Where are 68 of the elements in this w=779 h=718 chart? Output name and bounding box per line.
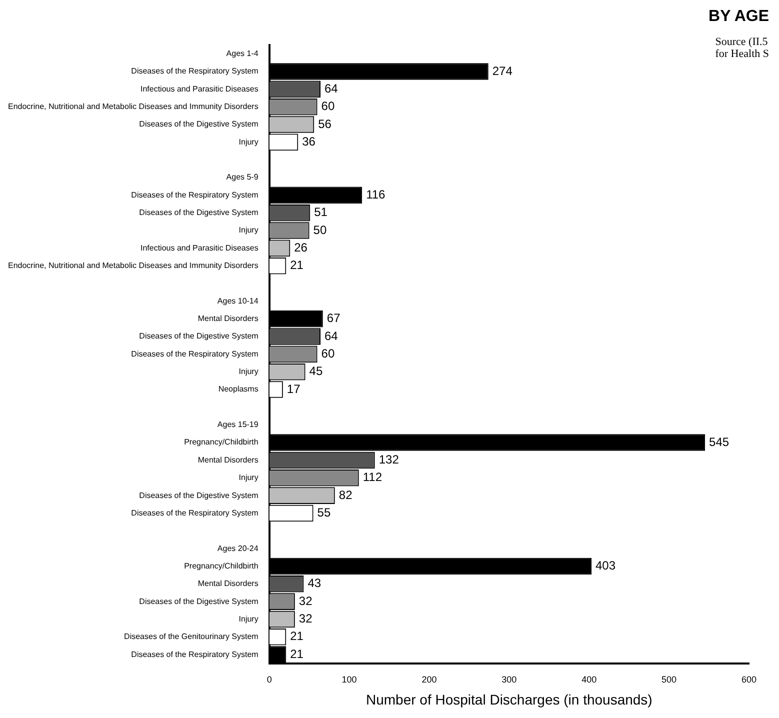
y-tick-label: Mental Disorders: [198, 314, 258, 324]
x-tick-label: 200: [422, 674, 437, 684]
y-tick-label: Diseases of the Genitourinary System: [124, 632, 259, 642]
y-tick-label: Ages 10-14: [217, 296, 259, 306]
y-tick-label: Ages 20-24: [217, 544, 259, 553]
y-tick-label: Diseases of the Digestive System: [139, 208, 259, 218]
y-tick-label: Infectious and Parasitic Diseases: [140, 243, 258, 252]
data-label: 55: [317, 506, 331, 520]
y-tick-label: Mental Disorders: [198, 579, 258, 588]
data-label: 50: [313, 222, 327, 237]
data-label: 116: [366, 187, 386, 202]
data-label: 26: [294, 240, 308, 254]
y-tick-label: Diseases of the Respiratory System: [131, 508, 259, 518]
y-tick-label: Diseases of the Respiratory System: [131, 66, 259, 76]
y-tick-label: Mental Disorders: [198, 455, 258, 464]
chart-title: BY AGE: [708, 8, 769, 26]
data-label: 56: [318, 116, 332, 131]
data-label: 545: [709, 434, 730, 449]
data-label: 132: [378, 452, 400, 467]
y-tick-label: Pregnancy/Childbirth: [184, 561, 258, 570]
y-tick-label: Injury: [238, 614, 258, 624]
data-label: 67: [326, 311, 341, 326]
data-label: 21: [290, 629, 304, 644]
x-tick-label: 400: [582, 674, 597, 684]
data-label: 21: [290, 646, 304, 661]
x-tick-label: 100: [342, 674, 357, 684]
y-tick-label: Diseases of the Respiratory System: [131, 650, 259, 659]
data-label: 112: [362, 470, 382, 484]
y-tick-label: Pregnancy/Childbirth: [184, 438, 258, 447]
y-tick-label: Diseases of the Respiratory System: [131, 190, 259, 200]
data-label: 60: [321, 346, 335, 361]
y-tick-label: Infectious and Parasitic Diseases: [140, 84, 258, 94]
y-tick-label: Diseases of the Digestive System: [139, 120, 259, 129]
y-tick-label: Endocrine, Nutritional and Metabolic Diseases and Immunity Disorders: [8, 261, 258, 270]
x-axis-title: Number of Hospital Discharges (in thousands): [366, 691, 652, 708]
data-label: 60: [321, 99, 335, 114]
y-tick-label: Endocrine, Nutritional and Metabolic Diseases and Immunity Disorders: [8, 102, 258, 112]
data-label: 64: [324, 328, 338, 343]
data-label: 21: [290, 258, 304, 272]
data-label: 32: [298, 612, 313, 626]
data-label: 51: [314, 205, 328, 220]
y-tick-label: Neoplasms: [218, 384, 258, 394]
y-tick-label: Ages 5-9: [226, 172, 259, 182]
y-tick-label: Injury: [238, 137, 258, 146]
y-tick-label: Ages 15-19: [217, 420, 259, 430]
y-tick-label: Diseases of the Digestive System: [139, 490, 259, 500]
data-label: 64: [324, 81, 338, 96]
data-label: 274: [492, 64, 513, 78]
x-tick-label: 300: [502, 674, 517, 684]
x-tick-label: 0: [266, 674, 272, 684]
annotation: Source (II.5: [715, 36, 769, 48]
data-label: 82: [338, 488, 353, 502]
x-tick-label: 600: [741, 674, 757, 684]
y-tick-label: Diseases of the Digestive System: [139, 332, 259, 341]
data-label: 17: [286, 382, 301, 396]
y-tick-label: Ages 1-4: [226, 49, 259, 58]
data-label: 36: [302, 134, 316, 148]
y-tick-label: Injury: [238, 367, 258, 376]
data-label: 403: [596, 558, 616, 573]
y-tick-label: Diseases of the Digestive System: [139, 596, 259, 606]
y-tick-label: Diseases of the Respiratory System: [131, 349, 259, 358]
x-tick-label: 500: [662, 674, 677, 684]
data-label: 32: [298, 594, 313, 608]
annotation: for Health S: [715, 48, 769, 60]
y-tick-label: Injury: [238, 226, 258, 235]
data-label: 45: [309, 364, 323, 378]
y-tick-label: Injury: [238, 473, 258, 482]
data-label: 43: [308, 576, 322, 590]
